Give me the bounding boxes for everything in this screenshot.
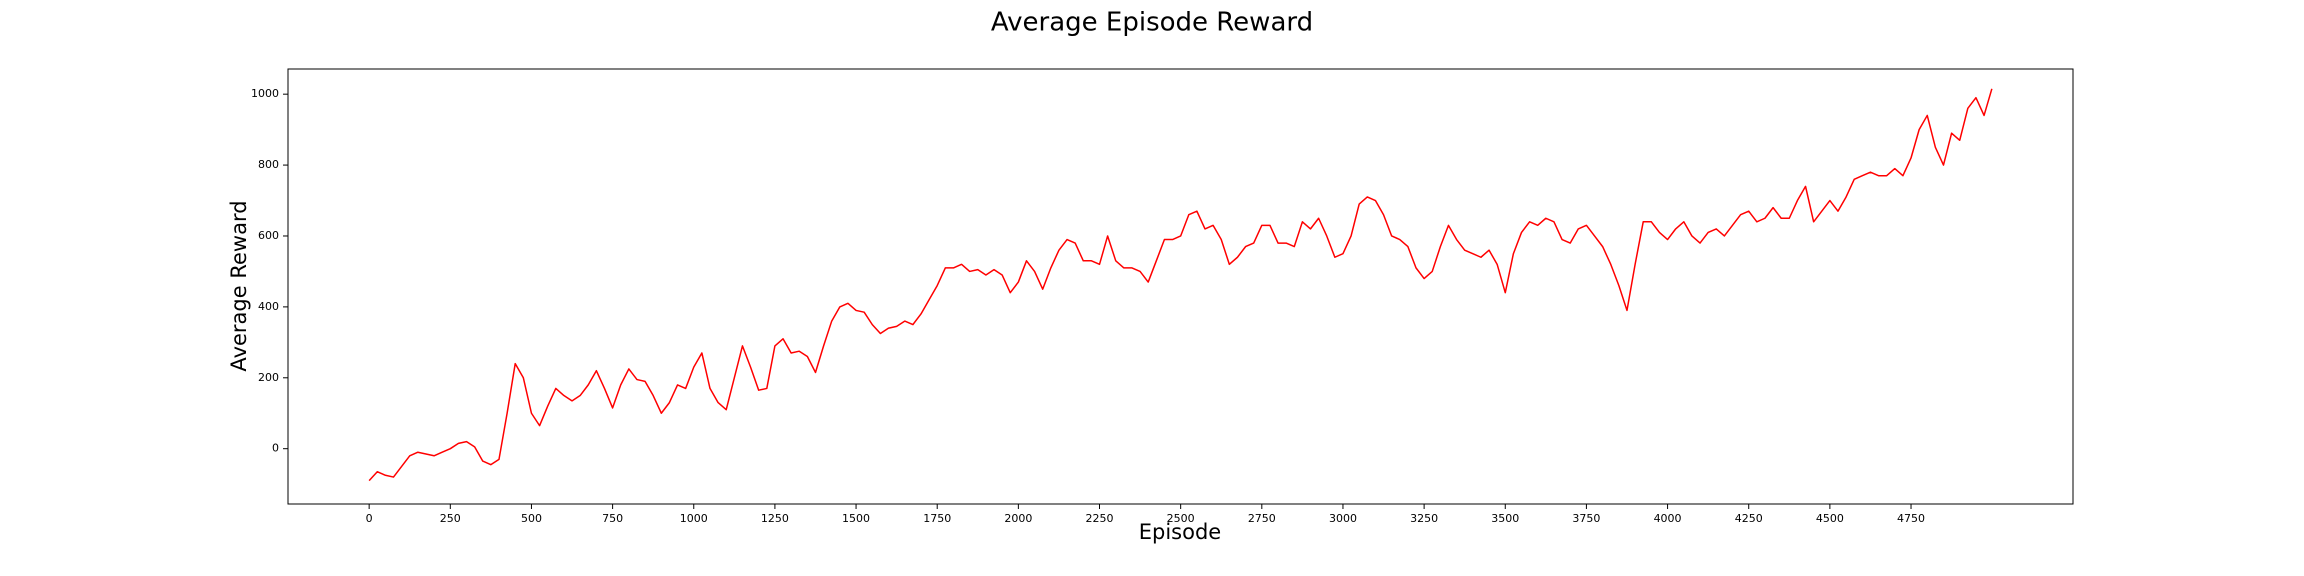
x-tick-label: 1500 [842,512,870,525]
x-axis-label: Episode [1139,520,1221,544]
x-tick-label: 4250 [1735,512,1763,525]
x-tick-label: 2250 [1086,512,1114,525]
plot-frame [287,68,2074,505]
x-tick-label: 2000 [1004,512,1032,525]
x-tick-label: 3500 [1491,512,1519,525]
x-tick-label: 3750 [1572,512,1600,525]
x-tick-label: 4500 [1816,512,1844,525]
y-tick-label: 400 [258,300,279,313]
x-tick-label: 3250 [1410,512,1438,525]
y-tick-label: 200 [258,371,279,384]
y-tick-label: 600 [258,229,279,242]
x-tick-label: 4750 [1897,512,1925,525]
x-tick-label: 2500 [1167,512,1195,525]
x-tick-label: 250 [440,512,461,525]
x-tick-label: 2750 [1248,512,1276,525]
x-tick-label: 500 [521,512,542,525]
x-tick-label: 1250 [761,512,789,525]
y-axis-label: Average Reward [227,200,251,371]
data-line [368,88,1993,482]
x-tick-label: 750 [602,512,623,525]
x-tick-label: 1750 [923,512,951,525]
y-tick-label: 0 [272,442,279,455]
x-tick-label: 0 [366,512,373,525]
x-tick-label: 4000 [1654,512,1682,525]
chart-title: Average Episode Reward [991,8,1313,38]
x-tick-label: 3000 [1329,512,1357,525]
y-tick-label: 1000 [251,87,279,100]
x-tick-label: 1000 [680,512,708,525]
y-tick-label: 800 [258,158,279,171]
